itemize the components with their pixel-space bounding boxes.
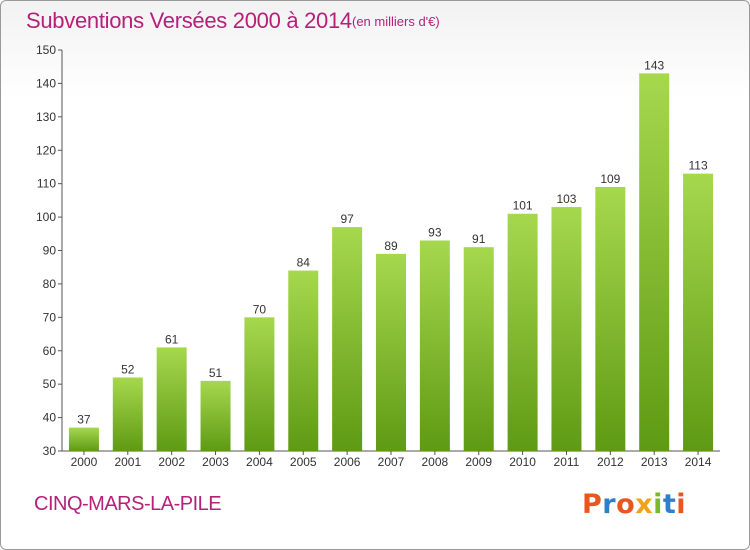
data-label-2003: 51 xyxy=(209,366,223,380)
data-label-2005: 84 xyxy=(297,256,311,270)
data-labels: 37 52 61 51 70 84 97 89 93 91 101 103 109 143 113 xyxy=(77,58,708,426)
bar-2010 xyxy=(507,213,538,451)
x-tick-label: 2003 xyxy=(202,455,229,469)
logo-letter: x xyxy=(635,489,654,520)
bar-2007 xyxy=(376,253,406,451)
data-label-2008: 93 xyxy=(428,225,442,239)
bar-2004 xyxy=(244,317,275,451)
x-tick-label: 2011 xyxy=(554,455,580,469)
x-tick-label: 2014 xyxy=(685,455,712,469)
y-tick-label: 100 xyxy=(36,210,56,224)
bars xyxy=(68,73,714,452)
y-tick-label: 60 xyxy=(43,344,57,358)
y-tick-label: 40 xyxy=(43,411,57,425)
x-tick-label: 2005 xyxy=(290,455,317,469)
bar-2002 xyxy=(156,347,187,451)
bar-2001 xyxy=(112,377,143,451)
x-tick-label: 2006 xyxy=(334,455,361,469)
x-tick-label: 2009 xyxy=(465,455,492,469)
data-label-2001: 52 xyxy=(121,362,135,376)
bar-2000 xyxy=(68,427,99,451)
y-tick-label: 30 xyxy=(43,444,57,458)
bar-2006 xyxy=(332,227,363,451)
commune-name: CINQ-MARS-LA-PILE xyxy=(34,493,222,515)
y-tick-label: 50 xyxy=(43,377,57,391)
bar-2009 xyxy=(463,247,494,451)
data-label-2007: 89 xyxy=(384,239,398,253)
y-tick-label: 150 xyxy=(36,43,56,57)
proxiti-logo: Proxiti xyxy=(582,489,686,520)
data-label-2002: 61 xyxy=(165,332,179,346)
x-tick-label: 2012 xyxy=(597,455,624,469)
bar-2003 xyxy=(200,380,231,451)
x-tick-label: 2008 xyxy=(422,455,449,469)
logo-letter: i xyxy=(676,489,687,520)
logo-letter: t xyxy=(662,489,677,520)
bar-2013 xyxy=(639,73,670,452)
x-tick-label: 2007 xyxy=(378,455,405,469)
data-label-2009: 91 xyxy=(472,232,486,246)
data-label-2012: 109 xyxy=(600,172,620,186)
y-tick-label: 70 xyxy=(43,310,57,324)
y-tick-label: 90 xyxy=(43,244,57,258)
data-label-2010: 101 xyxy=(513,199,533,213)
y-tick-label: 110 xyxy=(37,177,56,191)
y-tick-label: 130 xyxy=(36,110,56,124)
logo-letter: i xyxy=(653,489,663,520)
x-tick-label: 2010 xyxy=(509,455,536,469)
y-tick-label: 120 xyxy=(36,143,56,157)
bar-2011 xyxy=(551,207,582,451)
data-label-2011: 103 xyxy=(556,192,576,206)
data-label-2006: 97 xyxy=(340,212,354,226)
logo-letter: r xyxy=(602,489,617,520)
x-tick-label: 2000 xyxy=(71,455,98,469)
chart-title: Subventions Versées 2000 à 2014 xyxy=(26,8,352,33)
bar-2005 xyxy=(288,270,319,451)
data-label-2014: 113 xyxy=(688,159,707,173)
x-tick-label: 2001 xyxy=(114,455,141,469)
data-label-2000: 37 xyxy=(77,413,91,427)
x-tick-label: 2002 xyxy=(158,455,185,469)
logo-letter: o xyxy=(616,489,636,520)
bar-2012 xyxy=(595,187,626,451)
data-label-2004: 70 xyxy=(253,302,267,316)
y-tick-label: 80 xyxy=(43,277,57,291)
chart-unit: (en milliers d'€) xyxy=(352,14,440,29)
x-tick-label: 2013 xyxy=(641,455,668,469)
data-label-2013: 143 xyxy=(644,58,664,72)
y-tick-label: 140 xyxy=(36,76,56,90)
bar-2014 xyxy=(683,173,714,451)
logo-letter: P xyxy=(582,489,603,520)
bar-2008 xyxy=(419,240,450,451)
x-tick-label: 2004 xyxy=(246,455,273,469)
